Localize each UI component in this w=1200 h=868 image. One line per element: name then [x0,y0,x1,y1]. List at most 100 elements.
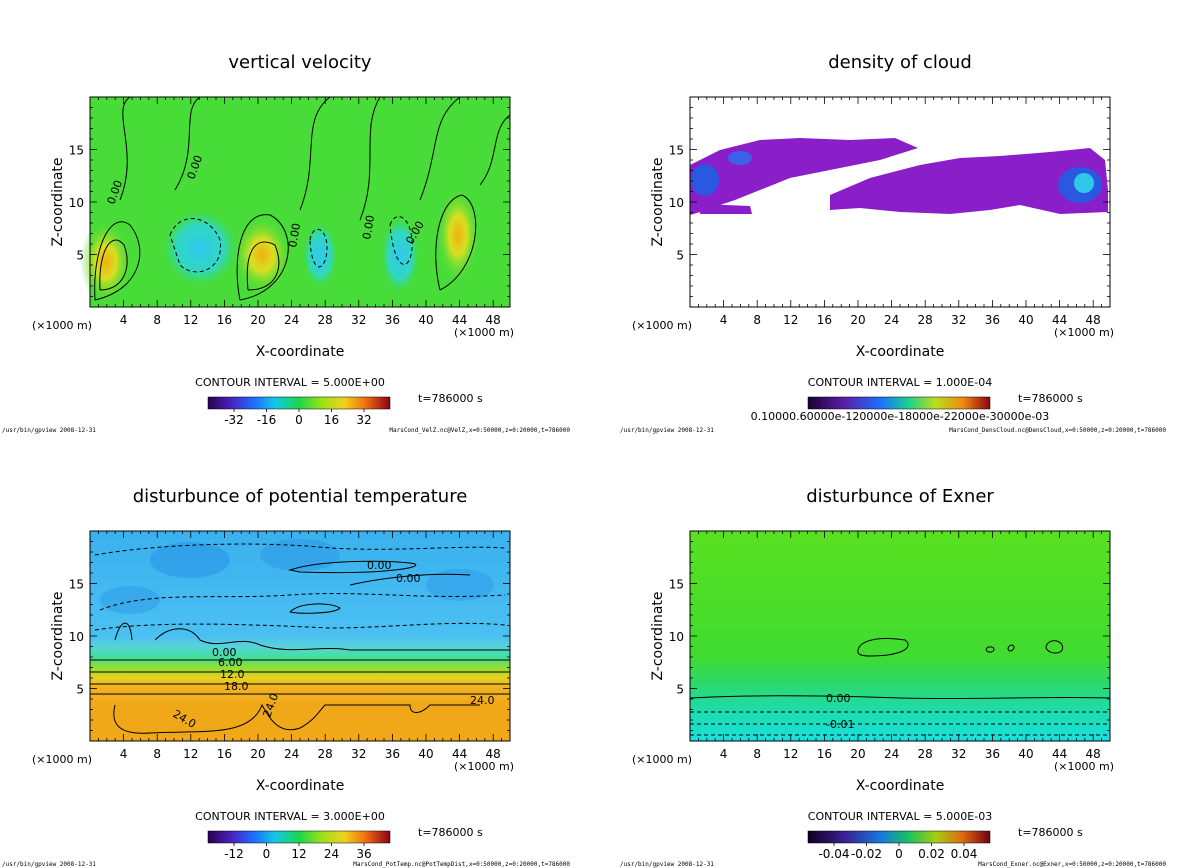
colorbar-tick-label: 0 [263,847,271,861]
time-label: t=786000 s [1018,392,1083,405]
contour-label: 0.00 [367,559,392,572]
contour-lines [94,96,511,301]
colorbar-tick-label: 24 [324,847,339,861]
x-axis-label: X-coordinate [856,344,945,360]
x-tick-label: 36 [985,313,1000,327]
y-tick-label: 15 [69,144,84,158]
x-axis-label: X-coordinate [856,778,945,794]
x-tick-label: 48 [1086,313,1101,327]
x-tick-label: 24 [884,747,899,761]
x-tick-label: 8 [753,747,761,761]
footer-right: MarsCond_PotTemp.nc@PotTempDist,x=0:5000… [353,861,570,868]
contour-label: 6.00 [218,656,243,669]
panel-exner: disturbunce of Exner 0.00 -0.01 4 8 12 16 20… [620,486,1166,868]
contour-labels: 0.00 -0.01 [826,692,854,731]
footer-right: MarsCond_Exner.nc@Exner,x=0:50000,z=0:20… [978,861,1166,868]
x-tick-label: 8 [753,313,761,327]
field-shading [90,539,510,741]
y-tick-label: 10 [669,196,684,210]
contour-lines-dashed [94,543,506,631]
footer-left: /usr/bin/gpview 2008-12-31 [2,427,96,434]
colorbar-ticks: -0.04 -0.02 0 0.02 0.04 [818,843,977,861]
colorbar-tick-label: 0.04 [951,847,978,861]
x-tick-label: 44 [1052,313,1067,327]
x-tick-label: 20 [250,313,265,327]
time-label: t=786000 s [418,826,483,839]
x-tick-label: 32 [951,313,966,327]
colorbar-tick-label: 32 [356,413,371,427]
contour-label: 18.0 [224,680,249,693]
x-tick-label: 16 [217,747,232,761]
contour-interval: CONTOUR INTERVAL = 5.000E-03 [808,810,992,823]
colorbar-ticks: -32 -16 0 16 32 [224,409,372,427]
panel-density-of-cloud: density of cloud 4 8 12 16 20 24 28 32 36 40 44 485… [620,52,1166,434]
x-tick-label: 16 [817,313,832,327]
x-tick-label: 28 [318,313,333,327]
footer-right: MarsCond_VelZ.nc@VelZ,x=0:50000,z=0:2000… [389,427,570,434]
x-tick-label: 24 [284,747,299,761]
x-tick-label: 32 [351,313,366,327]
colorbar-tick-label: 0 [295,413,303,427]
x-tick-label: 36 [385,747,400,761]
contour-label: 0.00 [212,646,237,659]
colorbar-tick-label: -0.04 [818,847,849,861]
x-tick-label: 44 [1052,747,1067,761]
x-tick-label: 44 [452,747,467,761]
y-tick-label: 5 [676,249,684,263]
x-tick-label: 4 [120,747,128,761]
x-tick-label: 40 [418,747,433,761]
chart-title: vertical velocity [228,52,372,73]
contour-lines-dashed [690,711,1110,736]
colorbar-tick-label: 36 [356,847,371,861]
x-tick-label: 8 [153,747,161,761]
x-tick-label: 4 [720,313,728,327]
y-axis-label: Z-coordinate [650,157,666,246]
x-tick-label: 32 [351,747,366,761]
panel-vertical-velocity: vertical velocity [2,52,570,434]
x-tick-label: 20 [250,747,265,761]
x-tick-label: 12 [183,747,198,761]
footer-left: /usr/bin/gpview 2008-12-31 [620,427,714,434]
x-tick-label: 48 [486,313,501,327]
colorbar-tick-label: 0 [895,847,903,861]
footer-left: /usr/bin/gpview 2008-12-31 [2,861,96,868]
colorbar-tick-text: 0.10000.60000e-120000e-18000e-22000e-300… [751,410,1050,423]
x-unit-right: (×1000 m) [454,326,514,339]
contour-label: 0.00 [360,214,377,240]
contour-interval: CONTOUR INTERVAL = 5.000E+00 [195,376,385,389]
plot-area [90,97,510,307]
colorbar-tick-label: -0.02 [851,847,882,861]
x-axis-label: X-coordinate [256,344,345,360]
contour-interval: CONTOUR INTERVAL = 1.000E-04 [808,376,992,389]
x-tick-label: 44 [452,313,467,327]
x-unit-left: (×1000 m) [632,319,692,332]
colorbar-ticks: -12 0 12 24 36 [224,843,372,861]
x-tick-label: 16 [217,313,232,327]
contour-label: 0.00 [826,692,851,705]
footer-left: /usr/bin/gpview 2008-12-31 [620,861,714,868]
x-tick-label: 12 [183,313,198,327]
x-tick-label: 20 [850,747,865,761]
x-unit-right: (×1000 m) [454,760,514,773]
y-axis-label: Z-coordinate [650,591,666,680]
colorbar-tick-label: 12 [291,847,306,861]
plot-area [690,531,1110,741]
time-label: t=786000 s [418,392,483,405]
colorbar [207,396,391,410]
x-tick-label: 40 [1018,313,1033,327]
panel-potential-temperature: disturbunce of potential temperature [2,486,570,868]
y-tick-label: 10 [669,630,684,644]
x-tick-label: 48 [1086,747,1101,761]
contour-lines [90,560,510,734]
x-tick-label: 12 [783,747,798,761]
colorbar-tick-label: -12 [224,847,244,861]
x-tick-label: 12 [783,313,798,327]
colorbar-tick-label: 16 [324,413,339,427]
colorbar [807,830,991,844]
x-tick-label: 4 [720,747,728,761]
colorbar [207,830,391,844]
contour-label: -0.01 [826,718,854,731]
